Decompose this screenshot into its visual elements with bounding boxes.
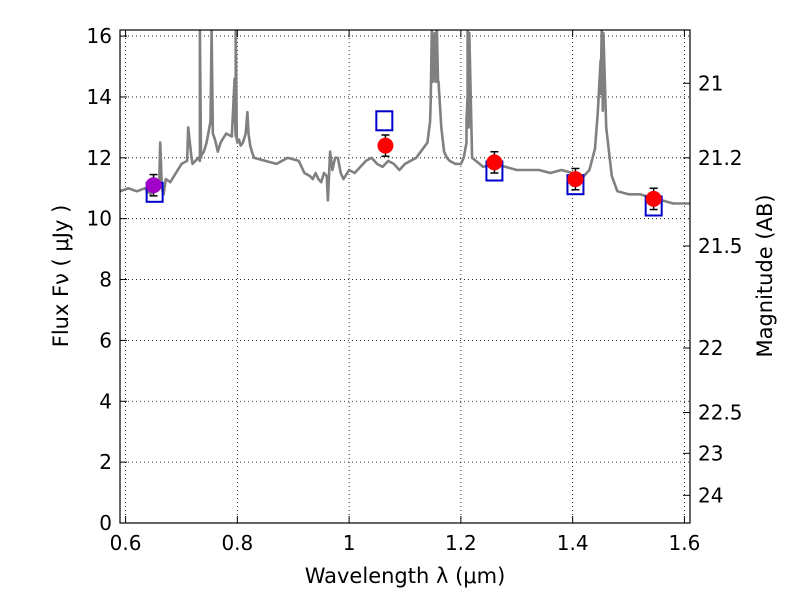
x-tick-label: 1.2 bbox=[445, 531, 477, 555]
y2-tick-label: 24 bbox=[698, 483, 723, 507]
y2-tick-label: 21 bbox=[698, 71, 723, 95]
observed-point bbox=[486, 154, 503, 171]
y2-tick-label: 21.5 bbox=[698, 234, 743, 258]
y-tick-label: 10 bbox=[87, 207, 112, 231]
y2-tick-label: 23 bbox=[698, 441, 723, 465]
plot-frame bbox=[119, 29, 691, 524]
y-tick-label: 14 bbox=[87, 85, 112, 109]
x-tick-label: 1.6 bbox=[669, 531, 701, 555]
y2-axis-label: Magnitude (AB) bbox=[753, 194, 777, 357]
y-tick-label: 4 bbox=[99, 389, 112, 413]
y-tick-label: 16 bbox=[87, 24, 112, 48]
x-tick-label: 1.4 bbox=[557, 531, 589, 555]
x-axis-label: Wavelength λ (μm) bbox=[305, 564, 506, 588]
spectrum-line bbox=[120, 30, 690, 205]
observed-point bbox=[377, 137, 394, 154]
x-tick-label: 0.8 bbox=[221, 531, 253, 555]
observed-point bbox=[567, 171, 584, 188]
ticks: 0.6 0.8 1 1.2 1.4 1.602468101214162121.221.52… bbox=[87, 24, 743, 555]
y2-tick-label: 21.2 bbox=[698, 146, 743, 170]
y-tick-label: 2 bbox=[99, 450, 112, 474]
observed-point bbox=[145, 177, 162, 194]
y-tick-label: 6 bbox=[99, 328, 112, 352]
x-tick-label: 1 bbox=[343, 531, 356, 555]
y-tick-label: 12 bbox=[87, 146, 112, 170]
y-tick-label: 8 bbox=[99, 268, 112, 292]
plot-area bbox=[120, 30, 690, 205]
y2-tick-label: 22 bbox=[698, 336, 723, 360]
observed-point bbox=[645, 190, 662, 207]
x-tick-label: 0.6 bbox=[110, 531, 142, 555]
y-tick-label: 0 bbox=[99, 511, 112, 535]
y-axis-label: Flux Fν ( μJy ) bbox=[49, 205, 73, 348]
y2-tick-label: 22.5 bbox=[698, 401, 743, 425]
series-layer bbox=[120, 30, 690, 217]
model-point bbox=[375, 110, 394, 132]
